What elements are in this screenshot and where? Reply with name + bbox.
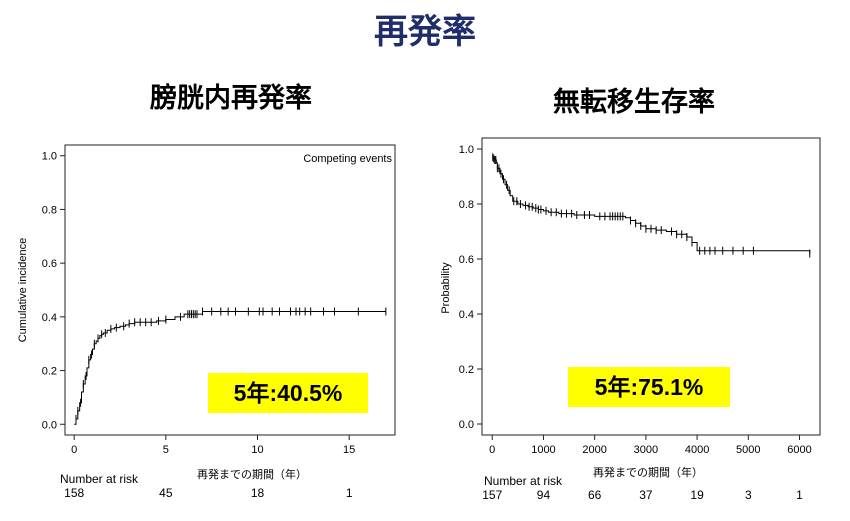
right-chart-title: 無転移生存率 (553, 87, 715, 118)
right-yticks: 0.0 0.2 0.4 0.6 0.8 1.0 (459, 144, 482, 431)
left-ytick-label: 1.0 (42, 151, 57, 163)
right-xtick-label: 6000 (787, 444, 811, 456)
right-xtick-label: 2000 (582, 444, 606, 456)
left-xtick-label: 0 (71, 444, 77, 456)
left-ytick-label: 0.4 (42, 312, 57, 324)
right-highlight-text: 5年:75.1% (595, 374, 704, 400)
right-highlight-box (568, 367, 730, 407)
left-x-axis-label: 再発までの期間（年） (197, 467, 307, 481)
right-ytick-label: 0.8 (459, 199, 474, 211)
left-risk-count: 45 (159, 486, 173, 500)
left-y-axis-label: Cumulative incidence (17, 238, 29, 343)
left-ytick-label: 0.6 (42, 258, 57, 270)
right-ytick-label: 1.0 (459, 144, 474, 156)
right-xtick-label: 3000 (634, 444, 658, 456)
right-risk-count: 37 (639, 488, 653, 502)
right-km-curve (492, 156, 811, 254)
right-risk-count: 1 (796, 488, 803, 502)
left-plot-frame (64, 144, 396, 436)
right-ytick-label: 0.0 (459, 419, 474, 431)
left-xtick-label: 5 (163, 444, 169, 456)
left-censor-marks (75, 307, 387, 423)
right-xticks: 0 1000 2000 3000 4000 5000 6000 (489, 435, 812, 456)
left-risk-count: 158 (64, 486, 84, 500)
left-ytick-label: 0.0 (42, 419, 57, 431)
left-chart: 0.0 0.2 0.4 0.6 0.8 1.0 0 5 10 15 Cumulative inc… (17, 144, 396, 500)
main-title: 再発率 (374, 12, 476, 52)
left-legend-text: Competing events (303, 153, 392, 165)
left-risk-label: Number at risk (60, 472, 139, 486)
right-xtick-label: 5000 (736, 444, 760, 456)
left-risk-count: 1 (346, 486, 353, 500)
right-risk-count: 157 (482, 488, 502, 502)
right-x-axis-label: 再発までの期間（年） (593, 465, 703, 479)
right-xtick-label: 1000 (531, 444, 555, 456)
right-censor-marks (492, 153, 811, 258)
left-highlight-box (208, 373, 368, 413)
right-xtick-label: 4000 (685, 444, 709, 456)
right-risk-count: 19 (690, 488, 704, 502)
right-ytick-label: 0.2 (459, 364, 474, 376)
right-risk-count: 94 (537, 488, 551, 502)
left-ytick-label: 0.2 (42, 366, 57, 378)
left-chart-title: 膀胱内再発率 (150, 83, 312, 114)
right-risk-count: 3 (745, 488, 752, 502)
right-plot-frame (481, 137, 821, 436)
right-chart: 0.0 0.2 0.4 0.6 0.8 1.0 0 1000 2000 3000 4000 5000… (440, 137, 821, 502)
left-yticks: 0.0 0.2 0.4 0.6 0.8 1.0 (42, 151, 65, 431)
right-risk-counts: 157 94 66 37 19 3 1 (482, 488, 803, 502)
left-xtick-label: 10 (251, 444, 263, 456)
right-risk-label: Number at risk (484, 474, 563, 488)
left-highlight-text: 5年:40.5% (234, 380, 343, 406)
right-risk-count: 66 (588, 488, 602, 502)
left-risk-count: 18 (251, 486, 265, 500)
left-risk-counts: 158 45 18 1 (64, 486, 353, 500)
left-ytick-label: 0.8 (42, 204, 57, 216)
right-xtick-label: 0 (489, 444, 495, 456)
right-ytick-label: 0.4 (459, 309, 474, 321)
right-ytick-label: 0.6 (459, 254, 474, 266)
left-xticks: 0 5 10 15 (71, 435, 355, 456)
right-y-axis-label: Probability (440, 262, 452, 314)
left-xtick-label: 15 (343, 444, 355, 456)
